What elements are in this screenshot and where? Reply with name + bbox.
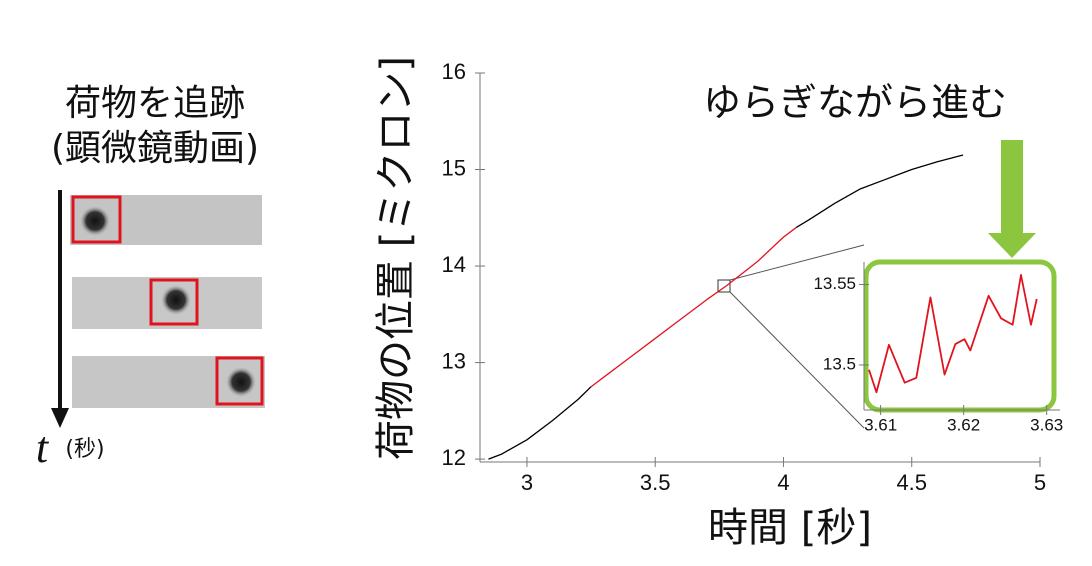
panel-title: 荷物を追跡 (65, 83, 245, 124)
zoom-connector (717, 244, 865, 429)
x-tick-label: 5 (1034, 470, 1046, 495)
x-tick-label: 4 (777, 470, 789, 495)
annotation-arrow (988, 140, 1036, 258)
y-tick-label: 13.5 (823, 354, 856, 373)
time-unit: (秒) (65, 437, 104, 462)
y-tick-label: 14 (442, 252, 466, 277)
y-tick-label: 12 (442, 445, 466, 470)
x-tick-label: 3.62 (947, 415, 980, 434)
x-tick-label: 3.5 (640, 470, 671, 495)
x-tick-label: 4.5 (896, 470, 927, 495)
y-tick-label: 13 (442, 348, 466, 373)
microscopy-frames (70, 195, 265, 408)
time-arrow (51, 190, 69, 428)
x-axis-title: 時間 [秒] (708, 505, 872, 551)
time-symbol: t (36, 423, 50, 472)
data-line (488, 154, 964, 460)
annotation: ゆらぎながら進む (703, 81, 1007, 125)
y-tick-label: 15 (442, 155, 466, 180)
y-tick-label: 13.55 (813, 274, 856, 293)
data-line (590, 226, 797, 388)
x-tick-label: 3 (521, 470, 533, 495)
y-axis-title: 荷物の位置 [ミクロン] (373, 56, 419, 460)
data-line (868, 273, 1038, 394)
x-tick-label: 3.63 (1030, 415, 1063, 434)
x-tick-label: 3.61 (864, 415, 897, 434)
y-tick-label: 16 (442, 59, 466, 84)
inset-frame (863, 259, 1057, 413)
panel-subtitle: (顕微鏡動画) (51, 128, 259, 169)
